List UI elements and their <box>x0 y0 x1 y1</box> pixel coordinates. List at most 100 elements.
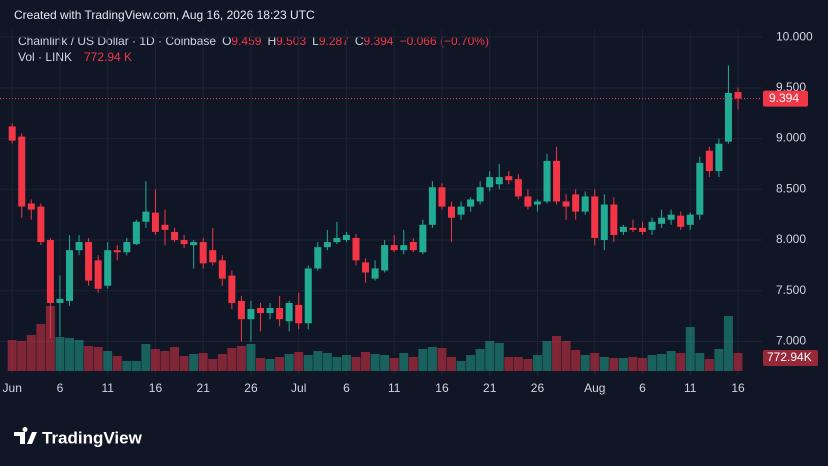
volume-bar <box>561 341 571 371</box>
candle-body <box>362 262 370 273</box>
candle-body <box>85 242 93 281</box>
x-tick-label: Jul <box>291 381 306 395</box>
candle-body <box>209 250 217 263</box>
volume-bar <box>36 324 46 371</box>
ohlc-value: 9.394 <box>364 34 394 48</box>
volume-bar <box>714 349 724 371</box>
candle-body <box>276 308 284 320</box>
volume-bar <box>55 337 65 371</box>
candle-body <box>428 187 436 225</box>
volume-bar <box>475 349 485 371</box>
candle-body <box>705 150 713 172</box>
volume-bar <box>303 355 313 371</box>
volume-bar <box>513 357 523 371</box>
volume-bar <box>361 352 371 371</box>
ohlc-value: 9.503 <box>276 34 306 48</box>
x-tick-label: Jun <box>3 381 22 395</box>
x-tick-label: 21 <box>197 381 211 395</box>
volume-bar <box>131 361 141 371</box>
candle-body <box>304 268 312 324</box>
volume-bar <box>332 357 342 371</box>
logo: TradingView <box>14 427 143 447</box>
candle-body <box>686 214 694 225</box>
candle-body <box>390 245 398 251</box>
candle-body <box>295 304 303 324</box>
candle-body <box>543 160 551 202</box>
volume-bar <box>189 354 199 371</box>
volume-bar <box>733 353 743 371</box>
volume-bar <box>313 351 323 371</box>
x-tick-label: 16 <box>435 381 449 395</box>
candle-body <box>495 177 503 185</box>
volume-bar <box>456 361 466 371</box>
candle-body <box>371 268 379 279</box>
volume-bar <box>704 359 714 371</box>
volume-bar <box>294 352 304 371</box>
candle-body <box>228 275 236 303</box>
candle-body <box>247 309 255 320</box>
x-tick-label: 21 <box>483 381 497 395</box>
candle-body <box>94 260 102 289</box>
candle-body <box>619 226 627 232</box>
x-tick-label: 16 <box>731 381 745 395</box>
candle-body <box>677 215 685 227</box>
volume-bar <box>227 348 237 371</box>
volume-bar <box>7 340 17 371</box>
candle-body <box>342 234 350 241</box>
volume-bar <box>103 351 113 371</box>
candle-body <box>180 240 188 245</box>
volume-bar <box>657 354 667 371</box>
volume-bar <box>437 348 447 371</box>
volume-bar <box>198 353 208 371</box>
ohlc-label: O <box>222 34 231 48</box>
candle-body <box>171 231 179 241</box>
volume-bar <box>685 327 695 371</box>
volume-bar <box>504 357 514 371</box>
y-tick-label: 9.500 <box>776 80 806 94</box>
candle-body <box>610 204 618 235</box>
candle-body <box>400 245 408 251</box>
candle-body <box>715 143 723 172</box>
x-tick-label: 6 <box>639 381 646 395</box>
volume-bar <box>160 351 170 371</box>
candle-body <box>419 224 427 253</box>
volume-bar <box>65 338 74 371</box>
volume-bar <box>179 356 189 371</box>
volume-bar <box>351 357 361 371</box>
volume-tag <box>763 350 818 367</box>
volume-bar <box>571 350 581 371</box>
ohlc-value: 9.287 <box>319 34 349 48</box>
candle-body <box>448 206 455 218</box>
volume-bar <box>532 355 542 371</box>
volume-bar <box>17 341 27 371</box>
candle-body <box>142 211 150 222</box>
volume-bar <box>427 347 437 371</box>
candle-body <box>724 92 732 142</box>
logo-text: TradingView <box>42 428 143 447</box>
volume-bar <box>552 336 562 371</box>
candle-body <box>333 238 341 243</box>
volume-bar <box>322 353 332 371</box>
ohlc-label: C <box>355 34 364 48</box>
candle-body <box>237 300 245 320</box>
header: Created with TradingView.com, Aug 16, 20… <box>14 8 315 22</box>
volume-bar <box>389 358 399 371</box>
volume-bar <box>150 349 160 371</box>
candle-body <box>457 206 465 215</box>
legend: Chainlink / US Dollar · 1D · Coinbase O9… <box>18 34 489 64</box>
volume-bar <box>523 359 533 371</box>
volume-bar <box>84 346 94 371</box>
volume-bar <box>74 340 84 371</box>
change: −0.066 (−0.70%) <box>400 34 489 48</box>
x-tick-label: 16 <box>149 381 163 395</box>
volume-bar <box>256 358 265 371</box>
x-tick-label: Aug <box>584 381 605 395</box>
volume-bar <box>236 346 246 371</box>
volume-bar <box>618 358 628 371</box>
volume-bar <box>599 357 609 371</box>
candle-body <box>533 201 541 205</box>
volume-bar <box>647 355 657 371</box>
candle-body <box>524 196 532 207</box>
